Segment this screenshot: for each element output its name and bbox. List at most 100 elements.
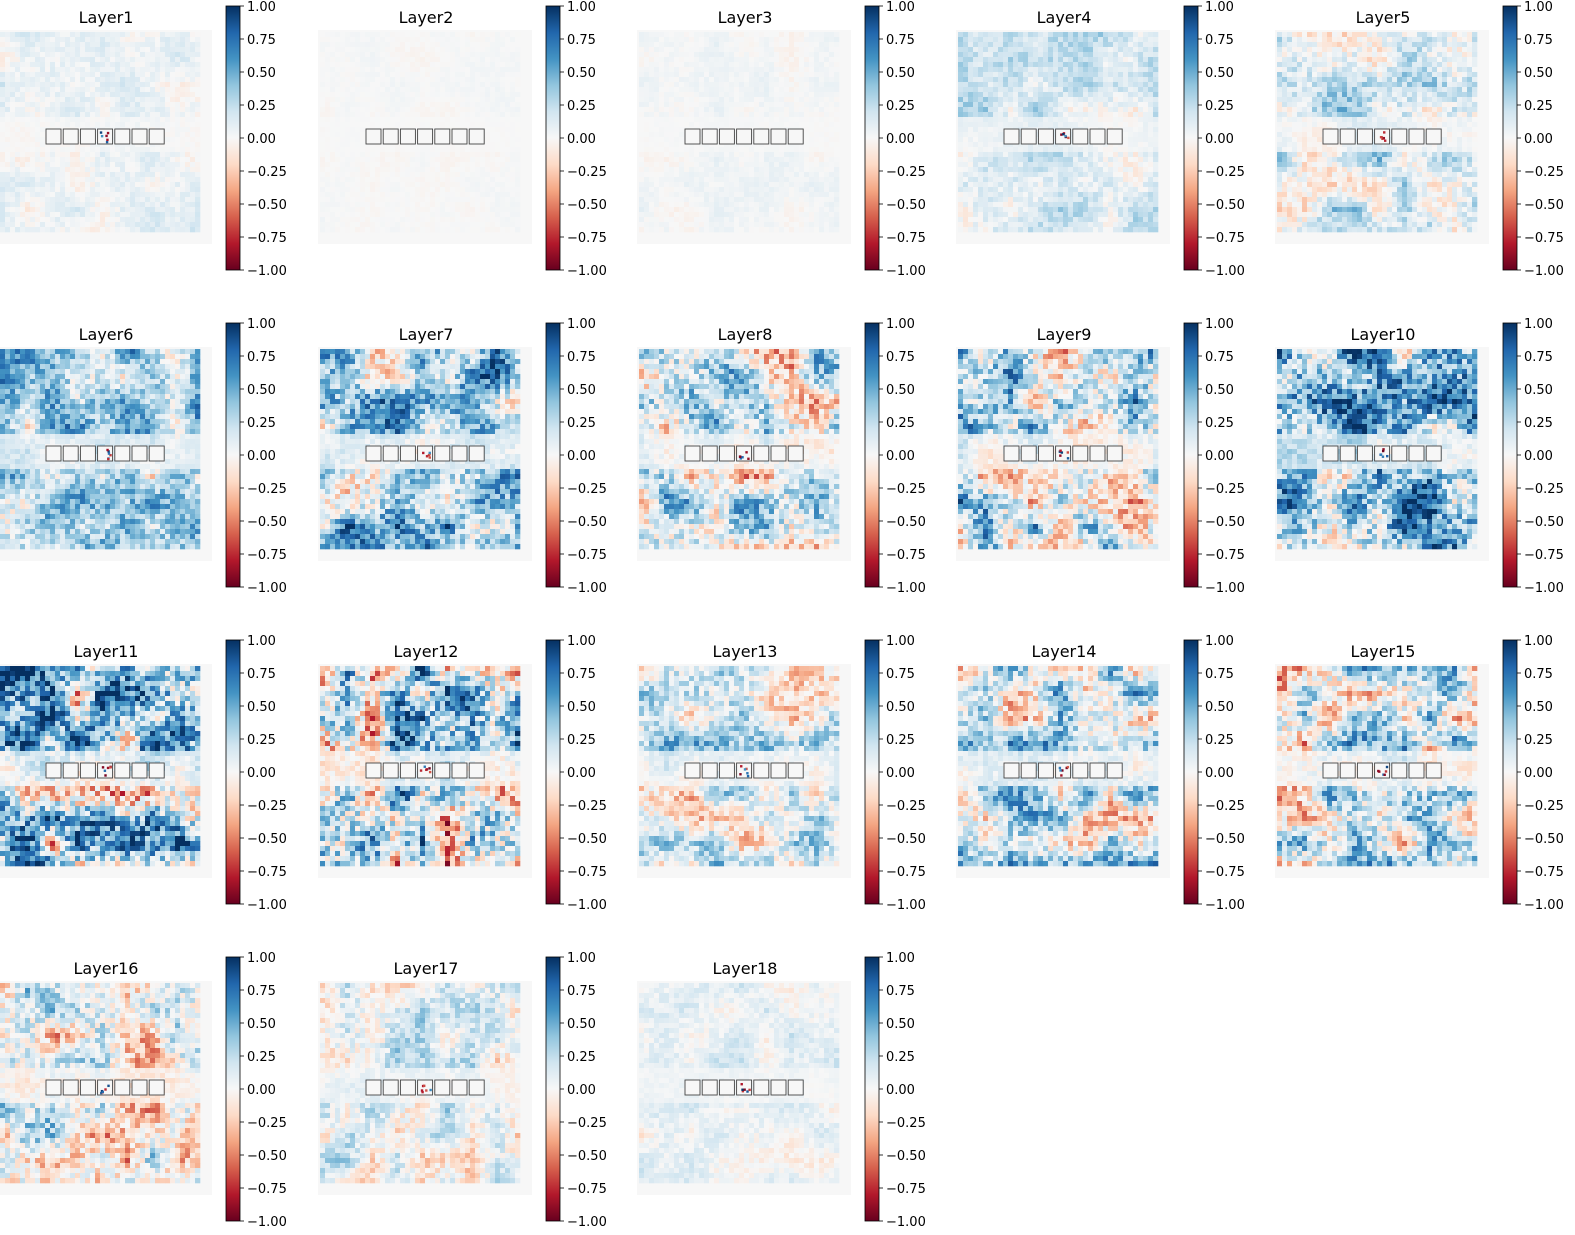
heatmap-cell xyxy=(25,167,31,173)
heatmap-cell xyxy=(125,102,131,108)
heatmap-cell xyxy=(689,57,695,63)
heatmap-cell xyxy=(834,67,840,73)
heatmap-cell xyxy=(654,97,660,103)
heatmap-cell xyxy=(724,52,730,58)
heatmap-cell xyxy=(160,57,166,63)
heatmap-cell xyxy=(375,62,381,68)
heatmap-cell xyxy=(679,107,685,113)
heatmap-cell xyxy=(684,197,690,203)
heatmap-cell xyxy=(759,37,765,43)
heatmap-cell xyxy=(744,82,750,88)
colorbar-tick-label: 0.00 xyxy=(886,132,915,147)
heatmap-cell xyxy=(170,127,176,133)
heatmap-cell xyxy=(55,87,61,93)
heatmap-cell xyxy=(515,62,521,68)
heatmap-cell xyxy=(110,227,116,233)
heatmap-cell xyxy=(744,187,750,193)
heatmap-cell xyxy=(375,177,381,183)
heatmap-cell xyxy=(739,167,745,173)
heatmap-cell xyxy=(5,192,11,198)
heatmap-cell xyxy=(95,92,101,98)
heatmap-cell xyxy=(350,197,356,203)
heatmap-cell xyxy=(145,172,151,178)
heatmap-cell xyxy=(405,117,411,123)
heatmap-cell xyxy=(325,147,331,153)
heatmap-cell xyxy=(435,187,441,193)
heatmap-cell xyxy=(420,162,426,168)
heatmap-cell xyxy=(490,102,496,108)
heatmap-cell xyxy=(480,167,486,173)
heatmap-cell xyxy=(764,182,770,188)
heatmap-cell xyxy=(55,227,61,233)
heatmap-cell xyxy=(769,92,775,98)
heatmap-cell xyxy=(360,92,366,98)
heatmap-cell xyxy=(794,82,800,88)
heatmap-cell xyxy=(50,217,56,223)
heatmap-cell xyxy=(654,87,660,93)
heatmap-cell xyxy=(739,157,745,163)
heatmap-cell xyxy=(799,162,805,168)
heatmap-cell xyxy=(809,77,815,83)
heatmap-cell xyxy=(15,42,21,48)
heatmap-cell xyxy=(445,67,451,73)
heatmap-cell xyxy=(694,92,700,98)
heatmap-cell xyxy=(40,147,46,153)
heatmap-cell xyxy=(390,62,396,68)
heatmap-cell xyxy=(734,222,740,228)
heatmap-cell xyxy=(40,117,46,123)
heatmap-cell xyxy=(774,62,780,68)
heatmap-cell xyxy=(400,107,406,113)
heatmap-cell xyxy=(505,172,511,178)
heatmap-cell xyxy=(40,192,46,198)
heatmap-cell xyxy=(669,102,675,108)
heatmap-cell xyxy=(490,32,496,38)
heatmap-cell xyxy=(714,52,720,58)
heatmap-cell xyxy=(779,87,785,93)
heatmap-cell xyxy=(395,82,401,88)
heatmap-cell xyxy=(160,47,166,53)
heatmap-cell xyxy=(180,162,186,168)
heatmap-cell xyxy=(490,57,496,63)
token-box xyxy=(701,128,718,145)
heatmap-cell xyxy=(145,57,151,63)
heatmap-cell xyxy=(95,87,101,93)
heatmap-cell xyxy=(155,187,161,193)
heatmap-cell xyxy=(744,47,750,53)
heatmap-cell xyxy=(425,107,431,113)
heatmap-cell xyxy=(65,117,71,123)
heatmap-cell xyxy=(390,67,396,73)
heatmap-cell xyxy=(679,132,685,138)
heatmap-cell xyxy=(515,142,521,148)
heatmap-cell xyxy=(335,197,341,203)
heatmap-cell xyxy=(380,52,386,58)
heatmap-cell xyxy=(694,47,700,53)
heatmap-cell xyxy=(415,52,421,58)
heatmap-cell xyxy=(644,217,650,223)
heatmap-cell xyxy=(684,77,690,83)
heatmap-cell xyxy=(185,82,191,88)
heatmap-cell xyxy=(654,197,660,203)
heatmap-cell xyxy=(100,207,106,213)
heatmap-cell xyxy=(15,102,21,108)
heatmap-cell xyxy=(325,222,331,228)
heatmap-cell xyxy=(649,162,655,168)
heatmap-cell xyxy=(779,57,785,63)
heatmap-cell xyxy=(719,62,725,68)
heatmap-cell xyxy=(370,117,376,123)
heatmap-cell xyxy=(834,127,840,133)
heatmap-cell xyxy=(510,92,516,98)
heatmap-cell xyxy=(80,157,86,163)
heatmap-cell xyxy=(669,227,675,233)
heatmap-cell xyxy=(824,117,830,123)
heatmap-cell xyxy=(724,102,730,108)
heatmap-cell xyxy=(679,127,685,133)
heatmap-cell xyxy=(60,67,66,73)
heatmap-cell xyxy=(40,142,46,148)
heatmap-cell xyxy=(330,47,336,53)
heatmap-cell xyxy=(689,37,695,43)
heatmap-cell xyxy=(125,107,131,113)
panel-title: Layer2 xyxy=(399,8,454,27)
heatmap-cell xyxy=(804,77,810,83)
heatmap-cell xyxy=(15,112,21,118)
heatmap-cell xyxy=(435,192,441,198)
